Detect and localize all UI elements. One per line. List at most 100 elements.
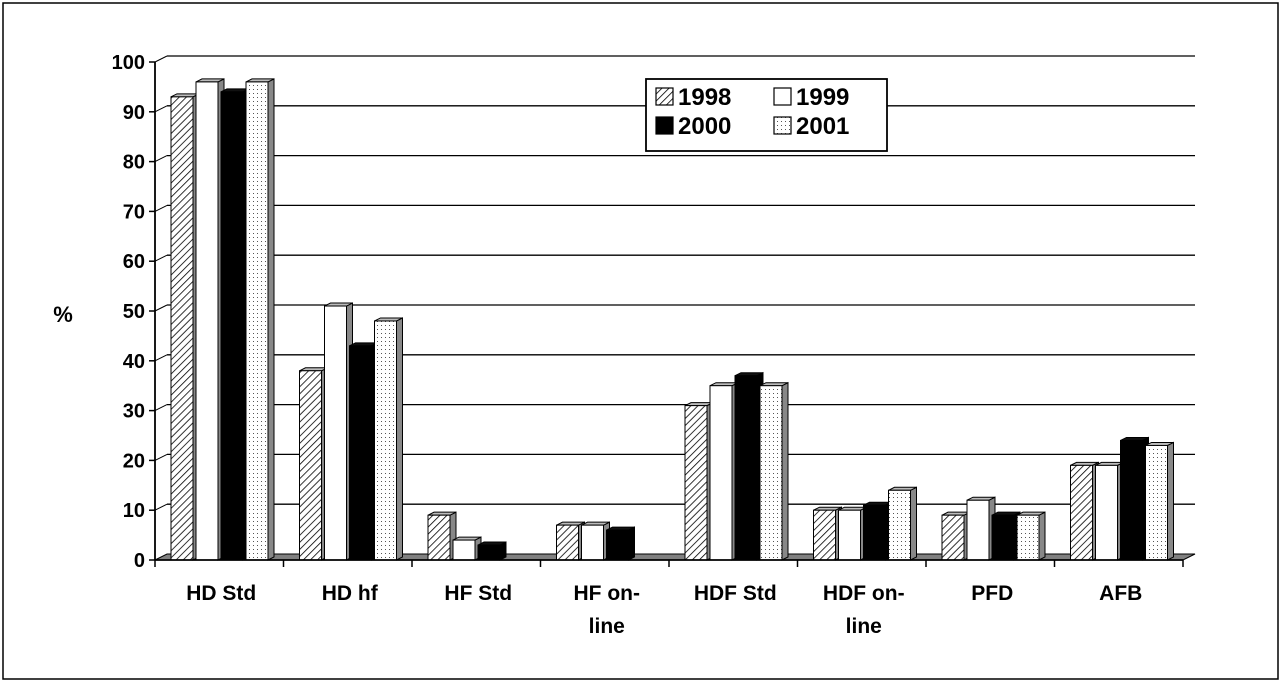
gridline: [154, 204, 168, 212]
bar-2000: [734, 371, 764, 561]
x-tick-labels: HD Std HD hf HF Std HF on-line HDF Std HDF on…: [186, 582, 1142, 638]
x-tick-label: HDF on-: [823, 582, 905, 605]
bar-1998: [170, 93, 200, 561]
legend-swatch: [655, 87, 674, 106]
legend-label: 2000: [678, 113, 731, 140]
bar-1998: [813, 506, 842, 561]
bar-1998: [941, 511, 971, 561]
bar-face: [556, 524, 579, 561]
bar-1999: [452, 536, 482, 561]
y-tick-labels: 0 10 20 30 40 50 60 70 80 90 100: [112, 52, 145, 572]
x-tick-label: AFB: [1099, 582, 1142, 605]
gridline: [154, 503, 168, 511]
bar-face: [1145, 444, 1168, 561]
bar-face: [1095, 464, 1118, 561]
x-tick-label: HF on-: [574, 582, 640, 605]
bar-side: [396, 317, 403, 561]
legend-box: [645, 78, 888, 152]
legend: 1998 1999 2000 2001: [645, 78, 888, 152]
bar-face: [220, 91, 244, 561]
bar-side: [781, 381, 789, 561]
y-axis-label: %: [53, 302, 73, 327]
bar-side: [1167, 441, 1174, 561]
bar-1999: [195, 78, 225, 561]
gridline: [154, 354, 168, 362]
y-tick-label: 50: [123, 301, 145, 323]
gridline: [154, 55, 168, 63]
bar-face: [759, 385, 783, 561]
bar-face: [684, 405, 708, 561]
bar-2001: [374, 317, 403, 561]
bar-1998: [427, 511, 457, 561]
bar-2000: [606, 526, 635, 561]
bar-face: [734, 375, 758, 561]
bar-1999: [966, 496, 996, 561]
bar-face: [374, 320, 397, 561]
bar-face: [452, 539, 476, 561]
bar-1999: [581, 521, 610, 561]
bar-1999: [324, 302, 353, 561]
bar-2000: [349, 342, 378, 561]
legend-label: 1999: [796, 84, 849, 111]
x-tick-label: line: [589, 615, 625, 638]
legend-label: 2001: [796, 113, 849, 140]
legend-swatch: [773, 87, 792, 106]
bar-side: [1038, 511, 1046, 561]
bar-side: [910, 486, 917, 561]
bar-face: [477, 544, 501, 561]
gridline: [154, 155, 168, 163]
y-tick-label: 30: [123, 401, 145, 423]
bar-2000: [991, 511, 1021, 561]
gridline: [154, 404, 168, 412]
bar-side: [267, 78, 275, 561]
axes: [154, 62, 1184, 567]
bar-face: [1016, 514, 1040, 561]
bar-1998: [556, 521, 585, 561]
y-tick-label: 0: [134, 550, 145, 572]
bar-face: [195, 81, 219, 561]
bar-face: [349, 345, 372, 561]
bar-1999: [709, 381, 739, 561]
bar-1998: [684, 401, 714, 561]
bar-1998: [299, 366, 328, 561]
bar-2001: [888, 486, 917, 561]
bar-2001: [1016, 511, 1046, 561]
bar-face: [606, 529, 629, 561]
legend-swatch: [655, 116, 674, 135]
bar-2000: [863, 501, 892, 561]
bar-side: [628, 526, 635, 561]
bar-face: [838, 509, 861, 561]
y-tick-label: 40: [123, 351, 145, 373]
x-tick-label: line: [846, 615, 882, 638]
bar-1998: [1070, 461, 1099, 561]
gridline: [154, 304, 168, 312]
x-tick-label: HF Std: [444, 582, 512, 605]
x-tick-label: HD hf: [322, 582, 379, 605]
bar-face: [991, 514, 1015, 561]
y-tick-label: 90: [123, 102, 145, 124]
bar-face: [863, 504, 886, 561]
bar-face: [299, 370, 322, 561]
y-tick-label: 20: [123, 450, 145, 472]
bar-face: [427, 514, 451, 561]
y-tick-label: 10: [123, 500, 145, 522]
bar-2000: [1120, 436, 1149, 561]
gridline: [154, 254, 168, 262]
bar-2000: [477, 541, 507, 561]
bar-2001: [759, 381, 789, 561]
y-tick-label: 100: [112, 52, 145, 74]
bar-face: [888, 489, 911, 561]
x-tick-label: PFD: [971, 582, 1013, 605]
bar-2001: [245, 78, 275, 561]
y-tick-label: 60: [123, 251, 145, 273]
bar-face: [966, 499, 990, 561]
x-tick-label: HDF Std: [694, 582, 777, 605]
gridline: [154, 105, 168, 113]
legend-label: 1998: [678, 84, 731, 111]
bar-face: [709, 385, 733, 561]
bar-1999: [1095, 461, 1124, 561]
x-tick-label: HD Std: [186, 582, 256, 605]
bar-face: [324, 305, 347, 561]
y-tick-label: 80: [123, 152, 145, 174]
